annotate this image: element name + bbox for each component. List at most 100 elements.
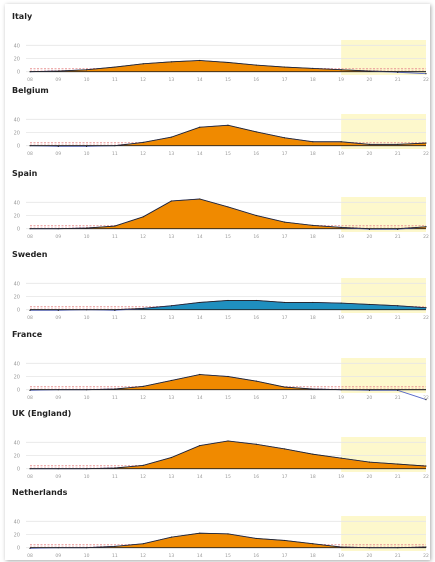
data-point — [255, 380, 257, 382]
data-point — [170, 456, 173, 459]
data-point — [57, 228, 59, 230]
x-tick-label: 20 — [367, 474, 373, 480]
data-point — [57, 70, 59, 72]
chart-plot: 0 20 40 08 09 10 11 12 13 14 15 16 17 18 19 20 21 22 — [14, 516, 429, 559]
data-point — [29, 389, 31, 391]
x-tick-label: 13 — [169, 553, 175, 559]
data-point — [85, 69, 88, 71]
y-tick-label: 20 — [14, 533, 20, 539]
x-tick-label: 19 — [338, 315, 344, 321]
data-point — [170, 136, 173, 138]
x-tick-label: 09 — [55, 395, 61, 401]
data-point — [397, 71, 399, 73]
data-point — [397, 305, 399, 307]
x-tick-label: 15 — [225, 77, 231, 83]
x-tick-label: 08 — [27, 474, 33, 480]
y-tick-label: 20 — [14, 57, 20, 63]
data-point — [199, 445, 201, 447]
x-tick-label: 14 — [197, 151, 203, 157]
data-point — [170, 200, 173, 202]
x-tick-label: 18 — [310, 395, 316, 401]
x-tick-label: 08 — [27, 315, 33, 321]
x-tick-label: 19 — [338, 395, 344, 401]
y-tick-label: 0 — [17, 388, 20, 394]
excess-area — [30, 199, 426, 229]
x-tick-label: 16 — [253, 315, 259, 321]
x-tick-label: 08 — [27, 151, 33, 157]
y-tick-label: 0 — [17, 308, 20, 314]
x-tick-label: 19 — [338, 234, 344, 240]
x-tick-label: 15 — [225, 315, 231, 321]
data-point — [142, 63, 144, 65]
data-point — [227, 375, 229, 378]
data-point — [114, 545, 116, 547]
y-tick-label: 40 — [14, 117, 20, 123]
data-point — [85, 389, 88, 391]
forecast-region — [341, 516, 426, 551]
chart-plot: 0 20 40 08 09 10 11 12 13 14 15 16 17 18 19 20 21 22 — [14, 437, 429, 480]
data-point — [29, 145, 31, 147]
y-tick-label: 0 — [17, 467, 20, 473]
x-tick-label: 22 — [423, 474, 429, 480]
excess-area — [30, 440, 426, 469]
y-tick-label: 0 — [17, 546, 20, 552]
x-tick-label: 11 — [112, 474, 118, 480]
data-point — [425, 307, 427, 309]
x-tick-label: 11 — [112, 234, 118, 240]
data-point — [29, 547, 31, 549]
x-tick-label: 11 — [112, 315, 118, 321]
chart-plot: 0 20 40 08 09 10 11 12 13 14 15 16 17 18 19 20 21 22 — [14, 278, 429, 321]
x-tick-label: 18 — [310, 315, 316, 321]
x-tick-label: 20 — [367, 553, 373, 559]
data-point — [227, 206, 229, 208]
data-point — [283, 301, 286, 304]
forecast-region — [341, 40, 426, 75]
data-point — [85, 547, 88, 549]
data-point — [57, 309, 59, 311]
x-tick-label: 09 — [55, 234, 61, 240]
data-point — [85, 227, 88, 229]
data-point — [425, 226, 427, 228]
data-point — [227, 61, 229, 64]
chart-panel-sweden: Sweden 0 20 40 08 09 10 11 12 13 14 15 16 17 18 19 20 21 2… — [0, 250, 435, 321]
x-tick-label: 21 — [395, 151, 401, 157]
x-tick-label: 14 — [197, 234, 203, 240]
x-tick-label: 15 — [225, 395, 231, 401]
data-point — [397, 389, 399, 391]
data-point — [425, 399, 427, 401]
data-point — [199, 301, 201, 304]
data-point — [397, 228, 399, 230]
x-tick-label: 09 — [55, 77, 61, 83]
x-tick-label: 08 — [27, 553, 33, 559]
data-point — [425, 546, 427, 548]
data-point — [312, 67, 314, 69]
x-tick-label: 17 — [282, 151, 288, 157]
y-tick-label: 0 — [17, 144, 20, 150]
y-tick-label: 40 — [14, 440, 20, 446]
data-point — [283, 539, 286, 542]
chart-title: UK (England) — [12, 409, 72, 418]
data-point — [114, 66, 116, 68]
x-tick-label: 14 — [197, 77, 203, 83]
chart-plot: 0 20 40 08 09 10 11 12 13 14 15 16 17 18 19 20 21 22 — [14, 197, 429, 240]
data-point — [368, 143, 371, 145]
x-tick-label: 18 — [310, 234, 316, 240]
y-tick-label: 40 — [14, 43, 20, 49]
y-tick-label: 0 — [17, 70, 20, 76]
data-point — [199, 373, 201, 376]
data-point — [29, 228, 31, 230]
x-tick-label: 17 — [282, 474, 288, 480]
data-point — [114, 309, 116, 311]
chart-title: Spain — [12, 169, 38, 178]
x-tick-label: 13 — [169, 77, 175, 83]
data-point — [142, 464, 144, 466]
chart-panel-uk-england: UK (England) 0 20 40 08 09 10 11 12 13 14 15 16 17 18 1… — [0, 409, 435, 480]
x-tick-label: 10 — [84, 474, 90, 480]
data-point — [142, 385, 144, 387]
x-tick-label: 10 — [84, 151, 90, 157]
data-point — [397, 463, 399, 465]
data-point — [199, 126, 201, 128]
x-tick-label: 12 — [140, 315, 146, 321]
data-point — [340, 141, 342, 143]
data-point — [170, 379, 173, 382]
